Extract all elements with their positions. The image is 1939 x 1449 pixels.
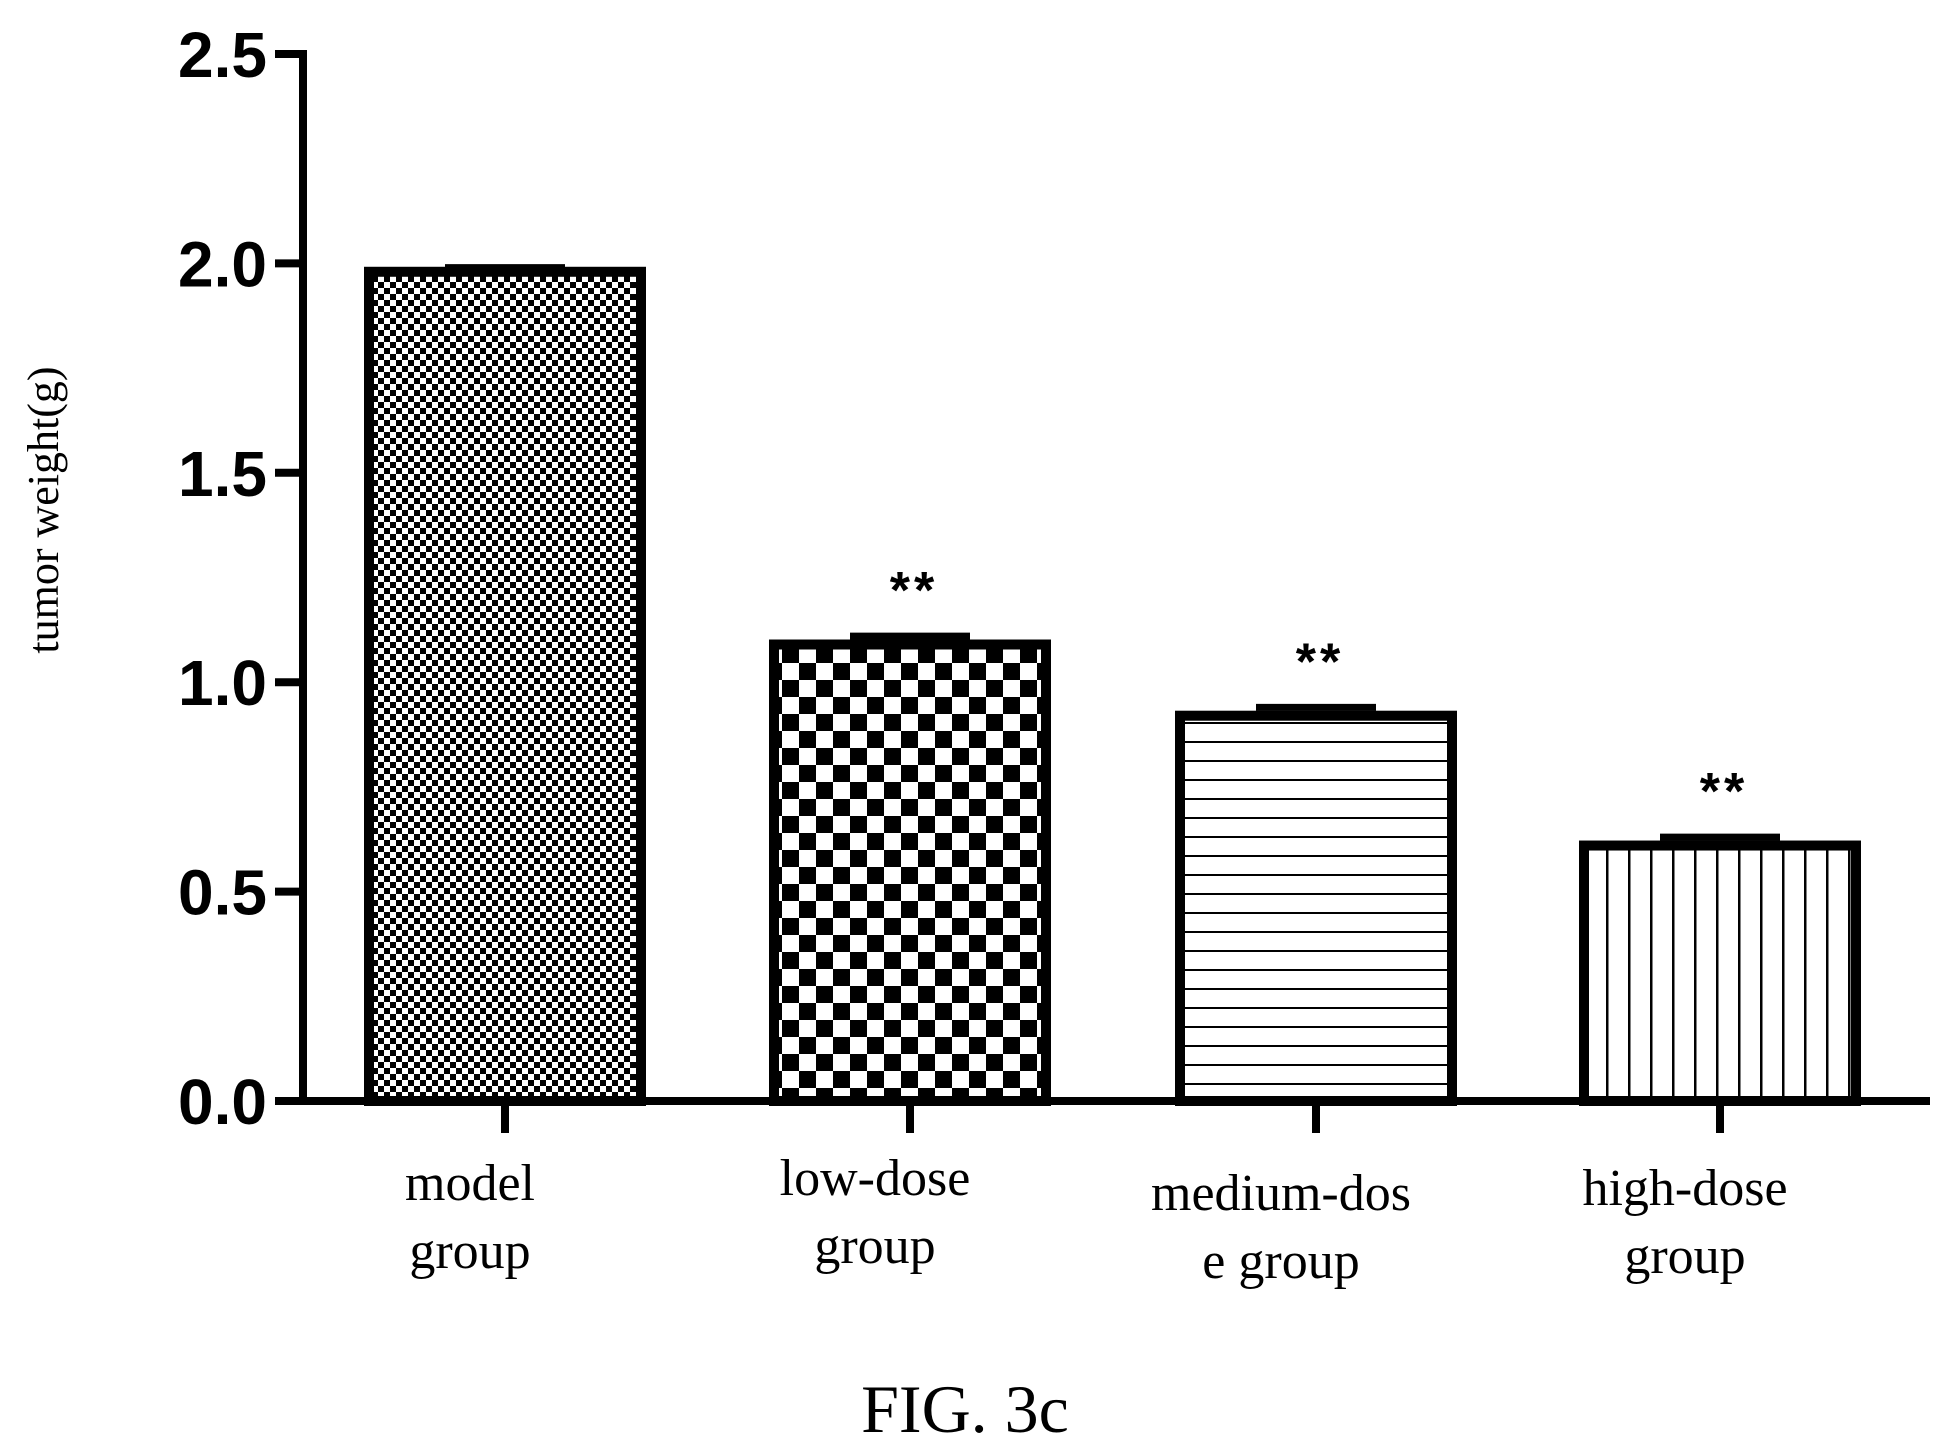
significance-marker: ** [890, 562, 938, 620]
bar [364, 266, 646, 1106]
y-tick-label: 1.0 [178, 647, 267, 719]
x-category-label: low-dose [780, 1150, 971, 1207]
bar [1579, 840, 1861, 1106]
y-tick-label: 0.0 [178, 1066, 267, 1138]
y-axis-label: tumor weight(g) [19, 366, 68, 653]
y-tick-label: 2.5 [178, 19, 267, 91]
x-category-label: group [814, 1218, 935, 1275]
bars: ** ** ** [364, 264, 1861, 1133]
x-category-label: group [409, 1223, 530, 1280]
bar [769, 639, 1051, 1106]
figure-caption: FIG. 3c [861, 1371, 1069, 1447]
y-tick-label: 2.0 [178, 228, 267, 300]
bar [1175, 710, 1457, 1106]
y-tick-label: 1.5 [178, 438, 267, 510]
x-category-label: group [1624, 1228, 1745, 1285]
y-ticks: 0.0 0.5 1.0 1.5 2.0 2.5 [178, 19, 303, 1138]
significance-marker: ** [1700, 763, 1748, 821]
y-tick-label: 0.5 [178, 857, 267, 929]
x-category-label: high-dose [1582, 1160, 1787, 1217]
x-category-label: e group [1202, 1233, 1359, 1290]
x-category-labels: model group low-dose group medium-dos e group… [405, 1150, 1788, 1290]
x-category-label: medium-dos [1151, 1165, 1411, 1222]
significance-marker: ** [1296, 633, 1344, 691]
x-category-label: model [405, 1155, 535, 1212]
